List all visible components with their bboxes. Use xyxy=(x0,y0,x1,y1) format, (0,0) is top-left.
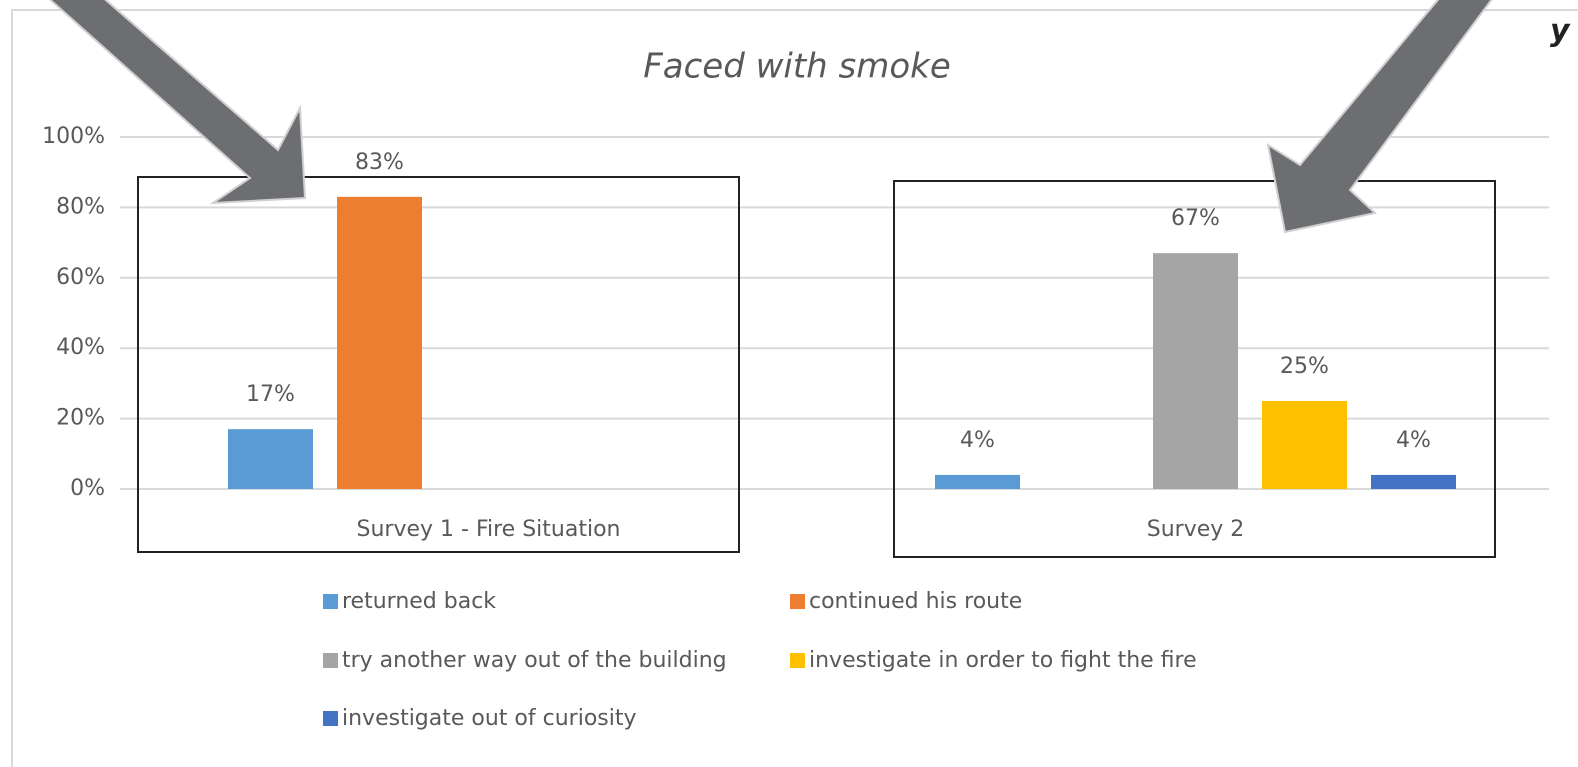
bar xyxy=(935,474,1020,489)
legend-swatch xyxy=(323,653,338,668)
legend-label: continued his route xyxy=(809,589,1022,614)
x-tick-label: Survey 1 - Fire Situation xyxy=(357,517,621,542)
data-label: 4% xyxy=(1396,428,1431,453)
bar xyxy=(1262,401,1347,489)
legend-label: returned back xyxy=(342,589,496,614)
y-tick-label: 20% xyxy=(56,406,105,431)
annotation: y xyxy=(1550,14,1571,49)
data-label: 4% xyxy=(960,428,995,453)
data-label: 25% xyxy=(1280,354,1329,379)
data-label: 83% xyxy=(355,150,404,175)
group-box xyxy=(137,176,740,553)
bar xyxy=(1153,253,1238,489)
data-label: 17% xyxy=(246,382,295,407)
plot: 0% 20% 40% 60% 80% 100% Survey 1 - Fire Situat… xyxy=(42,124,1549,542)
bar xyxy=(228,429,313,489)
y-tick-label: 100% xyxy=(42,124,105,149)
arrow xyxy=(49,0,307,205)
y-tick-label: 60% xyxy=(56,265,105,290)
group-box xyxy=(893,180,1496,558)
bar xyxy=(1371,474,1456,489)
y-tick-label: 80% xyxy=(56,194,105,219)
legend-swatch xyxy=(790,594,805,609)
legend-label: investigate out of curiosity xyxy=(342,706,637,731)
bar xyxy=(337,196,422,489)
legend-swatch xyxy=(323,711,338,726)
arrow xyxy=(1266,0,1493,234)
legend-swatch xyxy=(790,653,805,668)
legend-swatch xyxy=(323,594,338,609)
legend-label: try another way out of the building xyxy=(342,648,727,673)
chart-title: Faced with smoke xyxy=(643,47,951,87)
data-label: 67% xyxy=(1171,206,1220,231)
legend-label: investigate in order to fight the fire xyxy=(809,648,1197,673)
x-tick-label: Survey 2 xyxy=(1147,517,1245,542)
y-tick-label: 40% xyxy=(56,335,105,360)
y-tick-label: 0% xyxy=(70,476,105,501)
